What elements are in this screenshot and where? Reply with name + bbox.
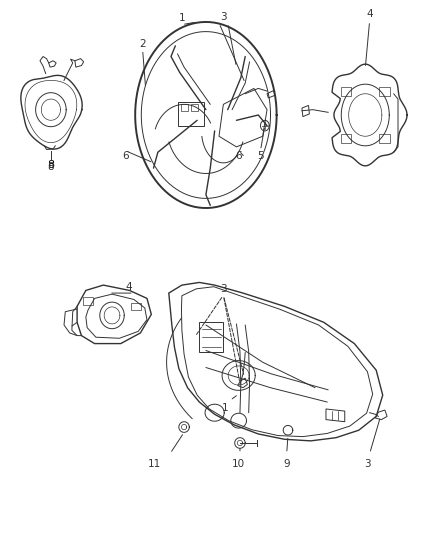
Text: 1: 1 — [179, 13, 185, 23]
Text: 6: 6 — [122, 151, 128, 160]
Text: 8: 8 — [48, 162, 54, 172]
Text: 3: 3 — [220, 12, 227, 22]
Text: 5: 5 — [257, 151, 264, 160]
Text: 3: 3 — [364, 459, 371, 469]
Text: 4: 4 — [366, 9, 373, 19]
Text: 6: 6 — [235, 151, 242, 160]
Text: 3: 3 — [220, 284, 227, 294]
Text: 1: 1 — [222, 403, 229, 413]
Text: 9: 9 — [283, 459, 290, 469]
Text: 10: 10 — [232, 459, 245, 469]
Text: 8: 8 — [47, 160, 54, 170]
Text: 4: 4 — [126, 282, 133, 292]
Text: 11: 11 — [148, 459, 161, 469]
Text: 2: 2 — [139, 38, 146, 49]
